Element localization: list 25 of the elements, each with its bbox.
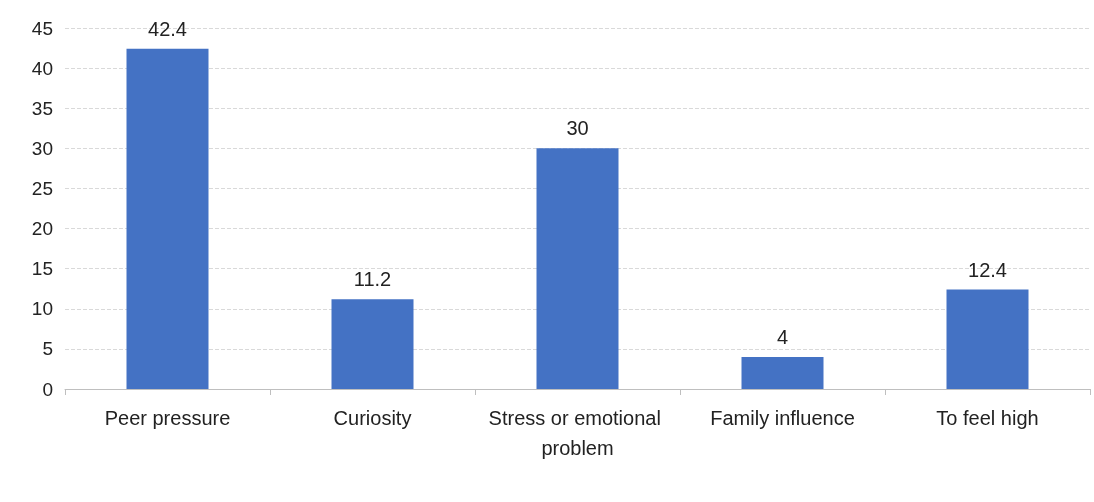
data-label: 11.2 (353, 268, 392, 291)
x-tick-label: Peer pressure (104, 407, 231, 429)
y-tick-label: 5 (42, 338, 53, 360)
bar (536, 148, 619, 389)
y-tick-label: 30 (31, 137, 53, 159)
x-tick-label: To feel high (936, 407, 1039, 429)
y-tick-label: 45 (31, 17, 53, 39)
x-tick-label: Stress or emotional problem (488, 407, 667, 459)
y-tick-label: 10 (31, 298, 53, 320)
data-label: 42.4 (148, 17, 187, 40)
data-label: 12.4 (968, 258, 1007, 281)
x-tick-label: Curiosity (333, 407, 412, 429)
y-tick-label: 15 (31, 258, 53, 280)
x-tick-label: Family influence (710, 407, 855, 429)
bar (126, 48, 209, 389)
y-tick-label: 20 (31, 218, 53, 240)
y-tick-label: 25 (31, 177, 53, 199)
y-tick-label: 0 (42, 378, 53, 400)
bar (946, 289, 1029, 389)
y-tick-label: 35 (31, 97, 53, 119)
bar (331, 299, 414, 389)
data-label: 30 (566, 117, 589, 140)
bar (741, 356, 824, 389)
y-tick-label: 40 (31, 57, 53, 79)
data-label: 4 (776, 325, 789, 348)
